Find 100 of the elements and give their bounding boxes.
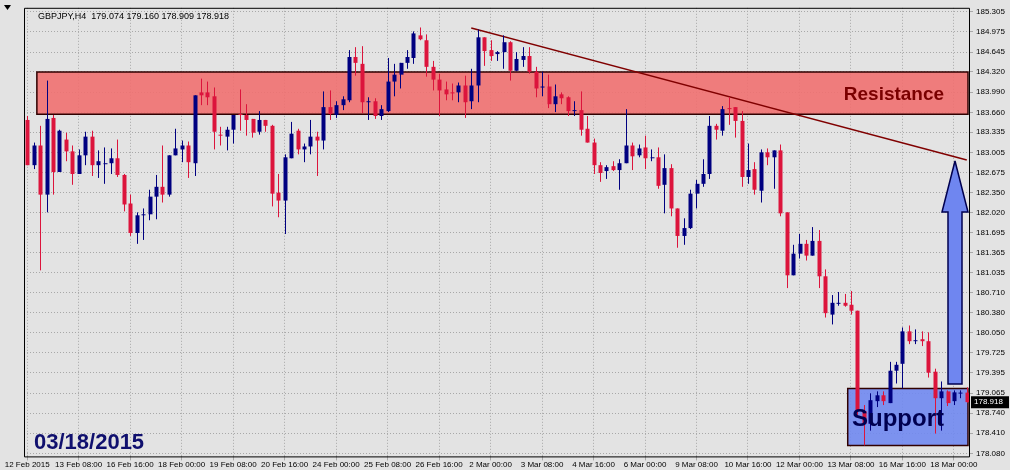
candlestick bbox=[836, 291, 841, 307]
candlestick bbox=[199, 78, 204, 106]
x-tick-label: 20 Feb 16:00 bbox=[261, 460, 309, 470]
candlestick bbox=[553, 84, 558, 113]
candlestick bbox=[296, 128, 301, 155]
y-tick-label: 179.725 bbox=[976, 348, 1006, 358]
x-tick-label: 24 Feb 00:00 bbox=[312, 460, 361, 470]
candlestick bbox=[514, 51, 519, 72]
candlestick bbox=[463, 75, 468, 119]
candlestick bbox=[205, 81, 210, 106]
y-tick-label: 184.975 bbox=[976, 27, 1006, 37]
candlestick bbox=[907, 324, 912, 345]
x-tick-label: 10 Mar 16:00 bbox=[724, 460, 773, 470]
y-tick-label: 178.740 bbox=[976, 408, 1006, 418]
candlestick bbox=[798, 233, 803, 260]
candlestick bbox=[502, 34, 507, 70]
candlestick bbox=[115, 139, 120, 178]
x-tick-label: 18 Mar 00:00 bbox=[930, 460, 979, 470]
candlestick bbox=[308, 119, 313, 155]
y-tick-label: 180.710 bbox=[976, 287, 1006, 297]
candlestick bbox=[109, 147, 114, 175]
candlestick bbox=[32, 142, 37, 170]
candlestick bbox=[173, 128, 178, 156]
candlestick bbox=[913, 328, 918, 345]
candlestick bbox=[547, 74, 552, 109]
chart-title: GBPJPY,H4 179.074 179.160 178.909 178.918 bbox=[38, 11, 229, 22]
candlestick bbox=[643, 135, 648, 170]
candlestick bbox=[624, 108, 629, 164]
candlestick bbox=[83, 131, 88, 166]
candlestick bbox=[566, 95, 571, 117]
candlestick bbox=[96, 149, 101, 179]
candlestick bbox=[405, 49, 410, 70]
candlestick bbox=[804, 239, 809, 262]
candlestick bbox=[276, 173, 281, 218]
candlestick bbox=[682, 217, 687, 246]
x-tick-label: 6 Mar 00:00 bbox=[623, 460, 667, 470]
candlestick bbox=[849, 290, 854, 316]
y-tick-label: 178.410 bbox=[976, 428, 1006, 438]
candlestick bbox=[148, 189, 153, 221]
x-tick-label: 18 Feb 00:00 bbox=[158, 460, 206, 470]
candlestick bbox=[489, 39, 494, 62]
x-tick-label: 9 Mar 08:00 bbox=[675, 460, 719, 470]
y-tick-label: 183.335 bbox=[976, 127, 1006, 137]
candlestick bbox=[598, 161, 603, 183]
candlestick bbox=[437, 73, 442, 117]
candlestick bbox=[103, 146, 108, 185]
x-tick-label: 12 Mar 00:00 bbox=[775, 460, 824, 470]
y-tick-label: 179.395 bbox=[976, 368, 1006, 378]
candlestick bbox=[231, 114, 236, 145]
candlestick bbox=[456, 82, 461, 103]
candlestick bbox=[592, 138, 597, 175]
candlestick bbox=[701, 158, 706, 188]
y-tick-label: 178.080 bbox=[976, 448, 1006, 458]
candlestick bbox=[225, 126, 230, 151]
candlestick bbox=[64, 132, 69, 162]
x-tick-label: 26 Feb 16:00 bbox=[415, 460, 464, 470]
y-tick-label: 181.365 bbox=[976, 247, 1006, 257]
y-tick-label: 181.695 bbox=[976, 227, 1006, 237]
candlestick bbox=[617, 158, 622, 191]
candlestick bbox=[186, 141, 191, 179]
y-tick-label: 181.035 bbox=[976, 267, 1006, 277]
candlestick bbox=[154, 174, 159, 220]
text: 178.918 bbox=[974, 397, 1004, 407]
candlestick bbox=[720, 105, 725, 137]
y-tick-label: 184.320 bbox=[976, 67, 1006, 77]
candlestick bbox=[392, 63, 397, 97]
y-tick-label: 182.350 bbox=[976, 187, 1006, 197]
y-tick-label: 182.675 bbox=[976, 167, 1006, 177]
candlestick bbox=[77, 148, 82, 175]
candlestick bbox=[630, 142, 635, 171]
candlestick bbox=[830, 294, 835, 325]
y-tick-label: 180.050 bbox=[976, 328, 1006, 338]
x-tick-label: 13 Feb 08:00 bbox=[55, 460, 103, 470]
candlestick bbox=[534, 66, 539, 98]
candlestick bbox=[244, 103, 249, 137]
x-tick-label: 19 Feb 08:00 bbox=[209, 460, 258, 470]
candlestick bbox=[752, 161, 757, 196]
candlestick bbox=[141, 207, 146, 241]
candlestick bbox=[218, 126, 223, 146]
candlestick bbox=[160, 145, 165, 204]
candlestick bbox=[399, 62, 404, 89]
candlestick bbox=[180, 140, 185, 163]
x-tick-label: 16 Feb 16:00 bbox=[106, 460, 155, 470]
y-tick-label: 183.005 bbox=[976, 147, 1006, 157]
candlestick bbox=[650, 148, 655, 162]
candlestick bbox=[791, 244, 796, 276]
candlestick bbox=[257, 110, 262, 136]
candlestick bbox=[772, 149, 777, 190]
candlestick bbox=[135, 211, 140, 245]
candlestick bbox=[302, 143, 307, 163]
candlestick bbox=[695, 179, 700, 209]
y-tick-label: 183.660 bbox=[976, 107, 1006, 117]
x-tick-label: 4 Mar 16:00 bbox=[572, 460, 616, 470]
y-tick-label: 180.380 bbox=[976, 307, 1006, 317]
candlestick bbox=[527, 46, 532, 75]
candlestick bbox=[727, 96, 732, 126]
y-tick-label: 185.305 bbox=[976, 6, 1006, 16]
candlestick bbox=[746, 143, 751, 185]
x-tick-label: 16 Mar 16:00 bbox=[878, 460, 927, 470]
candlestick bbox=[328, 89, 333, 121]
